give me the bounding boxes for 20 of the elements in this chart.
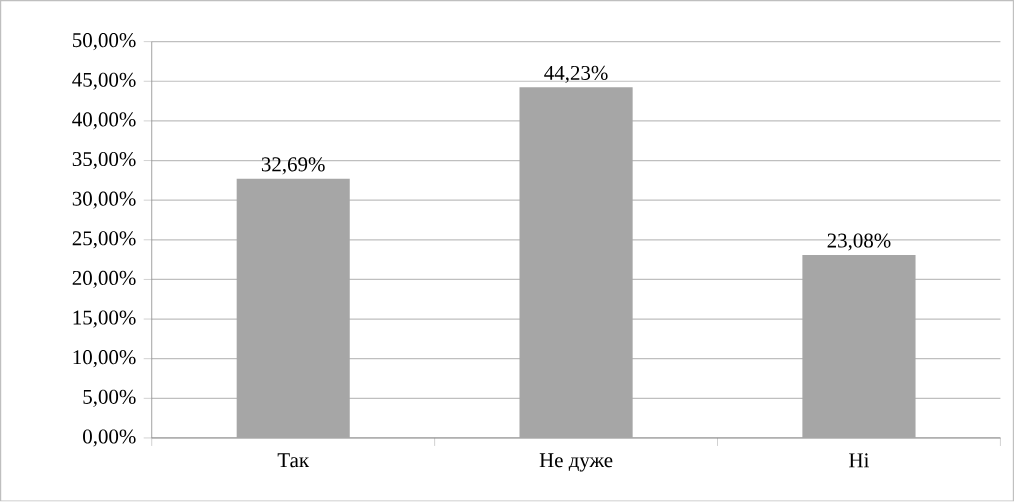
y-tick-label: 35,00%	[72, 152, 136, 170]
data-label: 32,69%	[261, 157, 325, 175]
y-tick-label: 45,00%	[72, 72, 136, 91]
data-label: 23,08%	[827, 233, 891, 251]
y-tick-label: 30,00%	[72, 191, 136, 209]
x-tick-label: Не дуже	[539, 453, 613, 472]
y-tick-label: 10,00%	[73, 350, 136, 368]
y-tick-label: 25,00%	[72, 231, 136, 249]
y-tick-label: 15,00%	[73, 310, 136, 328]
data-label: 44,23%	[544, 66, 608, 84]
bar	[802, 255, 916, 439]
bar	[236, 179, 350, 439]
y-tick-label: 20,00%	[72, 271, 136, 289]
y-tick-label: 5,00%	[83, 389, 136, 408]
bar	[519, 87, 633, 439]
x-tick-label: Ні	[849, 453, 870, 468]
y-tick-label: 50,00%	[73, 33, 136, 51]
y-tick-label: 40,00%	[72, 112, 136, 130]
y-tick-label: 0,00%	[83, 429, 136, 447]
x-tick-label: Так	[277, 453, 310, 468]
